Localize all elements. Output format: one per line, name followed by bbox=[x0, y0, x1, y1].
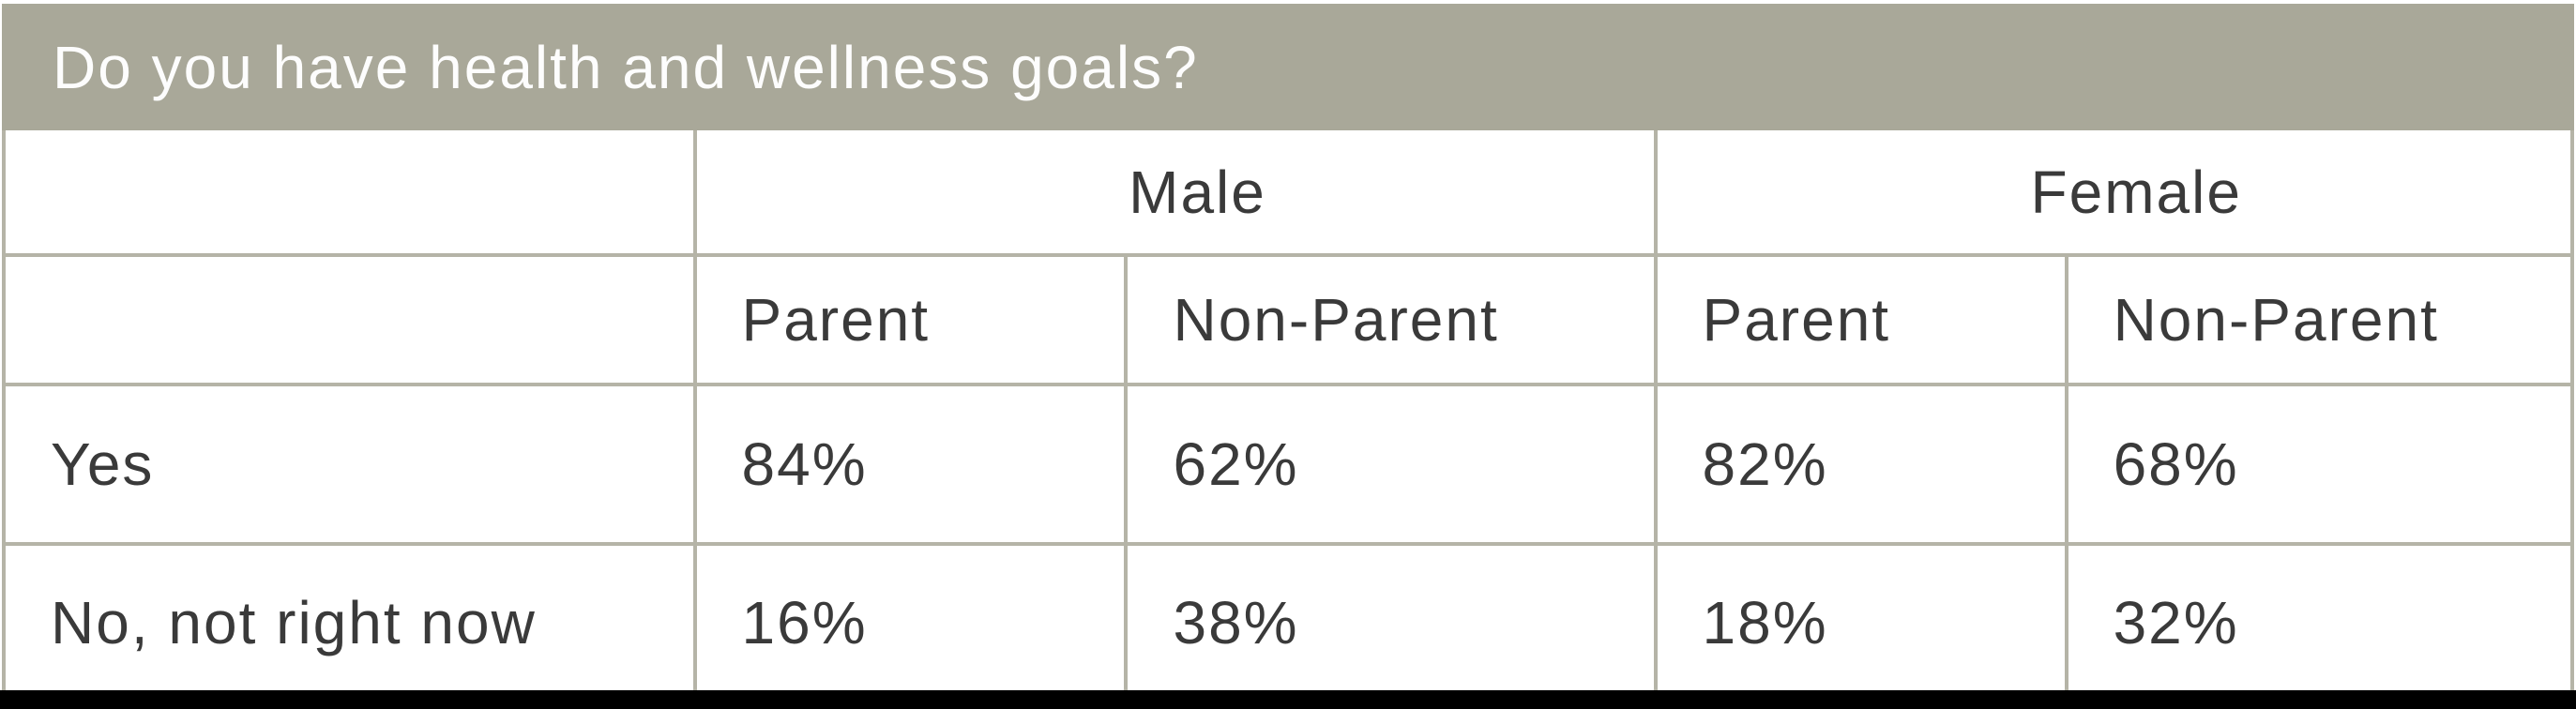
sub-header-male-non-parent: Non-Parent bbox=[1124, 253, 1658, 386]
corner-cell-blank bbox=[2, 130, 697, 257]
value-yes-male-parent: 84% bbox=[692, 383, 1129, 546]
table-row-yes: Yes 84% 62% 82% 68% bbox=[2, 383, 2575, 546]
sub-header-male-parent: Parent bbox=[692, 253, 1129, 386]
row-label-no: No, not right now bbox=[2, 542, 697, 702]
bottom-black-bar bbox=[0, 690, 2576, 709]
value-no-male-non-parent: 38% bbox=[1124, 542, 1658, 702]
table-title-bar: Do you have health and wellness goals? bbox=[2, 4, 2574, 130]
group-header-male: Male bbox=[692, 130, 1658, 257]
table-row-no: No, not right now 16% 38% 18% 32% bbox=[2, 542, 2575, 702]
row-label-yes: Yes bbox=[2, 383, 697, 546]
value-no-female-non-parent: 32% bbox=[2064, 542, 2575, 702]
group-header-row: Male Female bbox=[2, 130, 2574, 257]
value-yes-female-parent: 82% bbox=[1653, 383, 2068, 546]
sub-header-row: Parent Non-Parent Parent Non-Parent bbox=[2, 253, 2575, 386]
sub-header-female-non-parent: Non-Parent bbox=[2064, 253, 2575, 386]
survey-results-table: Male Female Parent Non-Parent Parent Non… bbox=[2, 130, 2575, 702]
value-yes-female-non-parent: 68% bbox=[2064, 383, 2575, 546]
value-yes-male-non-parent: 62% bbox=[1124, 383, 1658, 546]
table-container: Do you have health and wellness goals? M… bbox=[2, 4, 2575, 702]
value-no-male-parent: 16% bbox=[692, 542, 1129, 702]
sub-header-blank bbox=[2, 253, 697, 386]
value-no-female-parent: 18% bbox=[1653, 542, 2068, 702]
sub-header-female-parent: Parent bbox=[1653, 253, 2068, 386]
group-header-female: Female bbox=[1653, 130, 2574, 257]
table-title: Do you have health and wellness goals? bbox=[53, 33, 1199, 101]
